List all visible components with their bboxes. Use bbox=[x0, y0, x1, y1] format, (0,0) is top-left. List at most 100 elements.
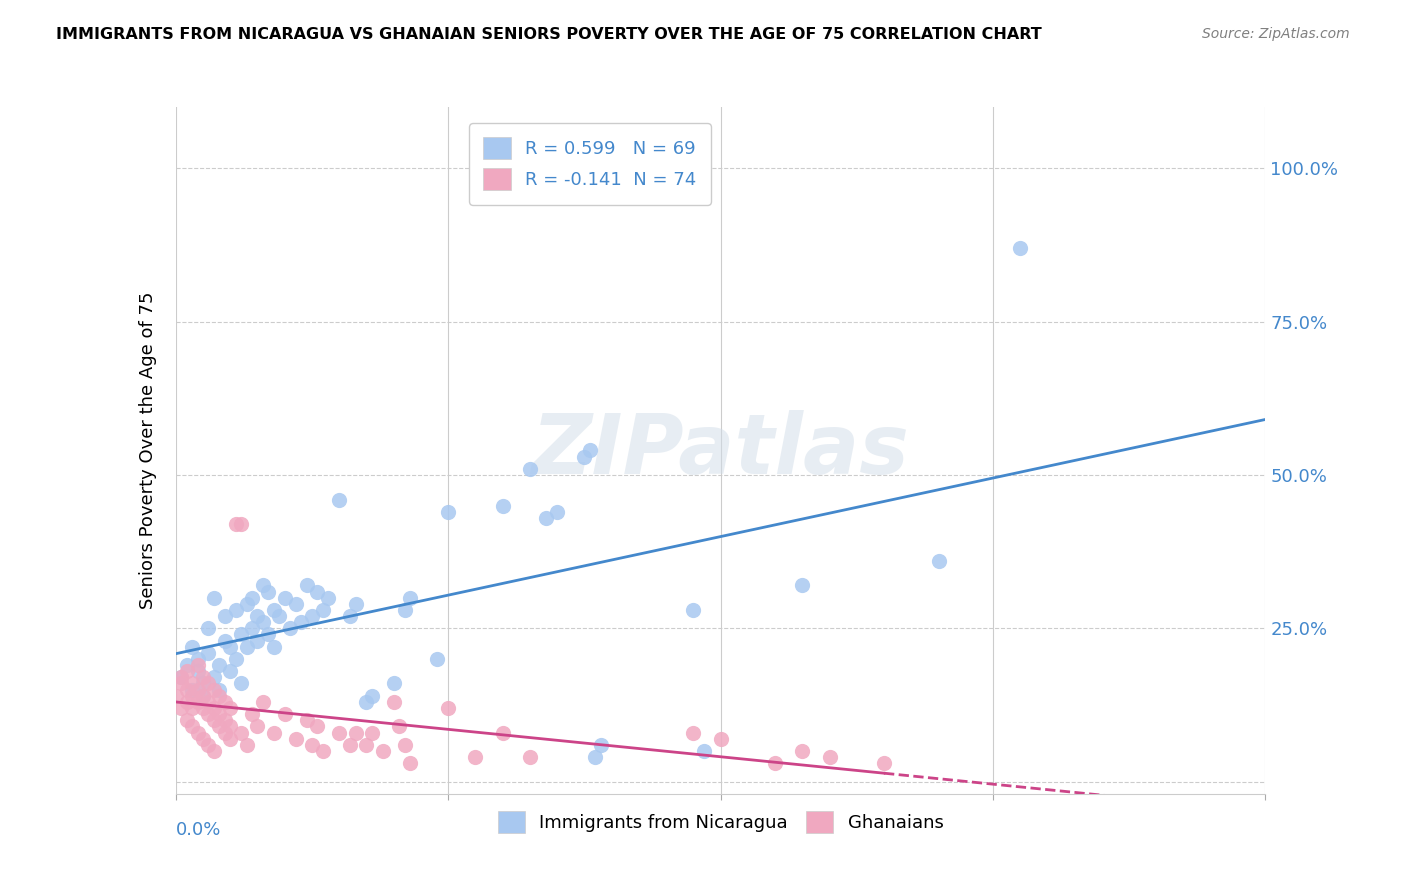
Point bbox=[225, 603, 247, 617]
Point bbox=[176, 658, 198, 673]
Point bbox=[246, 633, 269, 648]
Point bbox=[312, 744, 335, 758]
Point bbox=[693, 744, 716, 758]
Point bbox=[240, 707, 263, 722]
Point bbox=[928, 554, 950, 568]
Point bbox=[464, 750, 486, 764]
Point bbox=[202, 701, 225, 715]
Point bbox=[191, 701, 214, 715]
Point bbox=[263, 725, 285, 739]
Point bbox=[301, 609, 323, 624]
Point bbox=[263, 640, 285, 654]
Point bbox=[339, 609, 361, 624]
Point bbox=[170, 670, 193, 684]
Point bbox=[437, 701, 460, 715]
Point bbox=[165, 689, 187, 703]
Point bbox=[818, 750, 841, 764]
Point bbox=[328, 492, 350, 507]
Text: IMMIGRANTS FROM NICARAGUA VS GHANAIAN SENIORS POVERTY OVER THE AGE OF 75 CORRELA: IMMIGRANTS FROM NICARAGUA VS GHANAIAN SE… bbox=[56, 27, 1042, 42]
Point bbox=[312, 603, 335, 617]
Point bbox=[492, 725, 515, 739]
Point bbox=[339, 738, 361, 752]
Point bbox=[208, 658, 231, 673]
Point bbox=[186, 695, 209, 709]
Point bbox=[219, 719, 242, 733]
Point bbox=[382, 695, 405, 709]
Point bbox=[197, 695, 219, 709]
Point bbox=[519, 462, 541, 476]
Point bbox=[208, 707, 231, 722]
Point bbox=[219, 731, 242, 746]
Point bbox=[214, 633, 236, 648]
Point bbox=[181, 689, 204, 703]
Point bbox=[202, 670, 225, 684]
Point bbox=[360, 689, 382, 703]
Point bbox=[231, 627, 253, 641]
Point bbox=[344, 725, 367, 739]
Point bbox=[191, 670, 214, 684]
Point bbox=[181, 682, 204, 697]
Point bbox=[197, 646, 219, 660]
Point bbox=[246, 609, 269, 624]
Point bbox=[399, 591, 422, 605]
Point bbox=[219, 640, 242, 654]
Point bbox=[202, 714, 225, 728]
Point bbox=[284, 731, 307, 746]
Point bbox=[235, 640, 257, 654]
Point bbox=[278, 621, 301, 635]
Point bbox=[176, 664, 198, 679]
Point bbox=[231, 725, 253, 739]
Point bbox=[574, 450, 596, 464]
Point bbox=[399, 756, 422, 771]
Point bbox=[290, 615, 312, 630]
Point bbox=[225, 652, 247, 666]
Point bbox=[186, 658, 209, 673]
Point bbox=[318, 591, 340, 605]
Point bbox=[382, 676, 405, 690]
Point bbox=[301, 738, 323, 752]
Point bbox=[202, 682, 225, 697]
Point bbox=[191, 689, 214, 703]
Point bbox=[257, 627, 280, 641]
Point bbox=[170, 701, 193, 715]
Point bbox=[202, 591, 225, 605]
Point bbox=[197, 707, 219, 722]
Legend: Immigrants from Nicaragua, Ghanaians: Immigrants from Nicaragua, Ghanaians bbox=[491, 804, 950, 839]
Point bbox=[240, 591, 263, 605]
Point bbox=[252, 578, 274, 592]
Point bbox=[208, 689, 231, 703]
Point bbox=[219, 701, 242, 715]
Point bbox=[197, 676, 219, 690]
Point bbox=[356, 695, 378, 709]
Point bbox=[274, 707, 297, 722]
Point bbox=[181, 676, 204, 690]
Text: Source: ZipAtlas.com: Source: ZipAtlas.com bbox=[1202, 27, 1350, 41]
Point bbox=[307, 584, 329, 599]
Point bbox=[710, 731, 733, 746]
Point bbox=[170, 670, 193, 684]
Point bbox=[186, 664, 209, 679]
Text: 0.0%: 0.0% bbox=[176, 822, 221, 839]
Point bbox=[792, 578, 814, 592]
Point bbox=[344, 597, 367, 611]
Point bbox=[219, 664, 242, 679]
Point bbox=[274, 591, 297, 605]
Point bbox=[240, 621, 263, 635]
Point bbox=[202, 744, 225, 758]
Point bbox=[360, 725, 382, 739]
Point bbox=[534, 511, 557, 525]
Text: ZIPatlas: ZIPatlas bbox=[531, 410, 910, 491]
Point bbox=[492, 499, 515, 513]
Point bbox=[356, 738, 378, 752]
Point bbox=[208, 719, 231, 733]
Point bbox=[269, 609, 291, 624]
Point bbox=[214, 714, 236, 728]
Point bbox=[176, 682, 198, 697]
Point bbox=[682, 603, 704, 617]
Point bbox=[208, 682, 231, 697]
Y-axis label: Seniors Poverty Over the Age of 75: Seniors Poverty Over the Age of 75 bbox=[139, 292, 157, 609]
Point bbox=[284, 597, 307, 611]
Point bbox=[252, 695, 274, 709]
Point bbox=[388, 719, 411, 733]
Point bbox=[186, 682, 209, 697]
